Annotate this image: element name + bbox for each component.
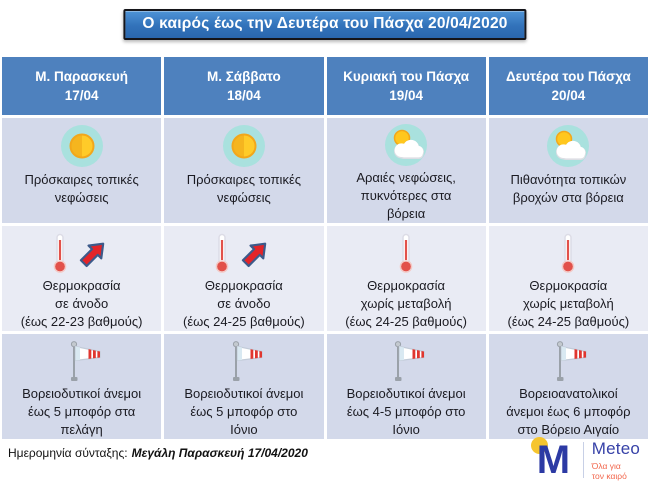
sky-text: Πρόσκαιρες τοπικές νεφώσεις xyxy=(24,172,139,205)
sun-icon xyxy=(60,123,103,169)
sky-cell: Πρόσκαιρες τοπικές νεφώσεις xyxy=(164,118,324,223)
column-header-easter-sunday: Κυριακή του Πάσχα 19/04 xyxy=(326,57,486,115)
column-header-friday: Μ. Παρασκευή 17/04 xyxy=(2,57,162,115)
windsock-icon xyxy=(384,339,428,383)
column-date: 18/04 xyxy=(226,87,261,103)
issue-date-label: Ημερομηνία σύνταξης: xyxy=(8,446,128,460)
thermometer-icon xyxy=(399,233,413,274)
sky-cell: Πρόσκαιρες τοπικές νεφώσεις xyxy=(2,118,162,223)
temperature-text: Θερμοκρασία σε άνοδο (έως 22-23 βαθμούς) xyxy=(20,278,143,330)
sun-cloud-icon xyxy=(385,123,428,167)
column-day: Δευτέρα του Πάσχα xyxy=(505,68,631,84)
column-date: 17/04 xyxy=(64,87,99,103)
logo-m-icon: M xyxy=(536,438,570,482)
temperature-text: Θερμοκρασία σε άνοδο (έως 24-25 βαθμούς) xyxy=(183,278,305,330)
rising-arrow-icon xyxy=(238,236,273,271)
column-header-easter-monday: Δευτέρα του Πάσχα 20/04 xyxy=(488,57,648,115)
column-day: Μ. Σάββατο xyxy=(206,68,281,84)
wind-text: Βορειοανατολικοί άνεμοι έως 6 μποφόρ στο… xyxy=(506,386,631,438)
temperature-cell: Θερμοκρασία χωρίς μεταβολή (έως 24-25 βα… xyxy=(488,226,648,331)
sky-text: Πιθανότητα τοπικών βροχών στα βόρεια xyxy=(510,172,627,205)
sun-cloud-icon xyxy=(547,123,590,169)
issue-date-value: Μεγάλη Παρασκευή 17/04/2020 xyxy=(131,446,308,460)
meteo-logo: M Meteo Όλα για τον καιρό xyxy=(529,437,640,483)
column-date: 20/04 xyxy=(551,87,586,103)
sky-text: Πρόσκαιρες τοπικές νεφώσεις xyxy=(186,172,301,205)
windsock-icon xyxy=(546,339,590,383)
wind-text: Βορειοδυτικοί άνεμοι έως 5 μποφόρ στο Ιό… xyxy=(184,386,304,438)
temperature-cell: Θερμοκρασία σε άνοδο (έως 22-23 βαθμούς) xyxy=(2,226,162,331)
temperature-cell: Θερμοκρασία σε άνοδο (έως 24-25 βαθμούς) xyxy=(164,226,324,331)
page-title: Ο καιρός έως την Δευτέρα του Πάσχα 20/04… xyxy=(123,9,527,40)
wind-cell: Βορειοδυτικοί άνεμοι έως 5 μποφόρ στα πε… xyxy=(2,334,162,439)
column-header-saturday: Μ. Σάββατο 18/04 xyxy=(164,57,324,115)
temperature-text: Θερμοκρασία χωρίς μεταβολή (έως 24-25 βα… xyxy=(345,278,467,330)
sky-cell: Αραιές νεφώσεις, πυκνότερες στα βόρεια xyxy=(326,118,486,223)
temperature-cell: Θερμοκρασία χωρίς μεταβολή (έως 24-25 βα… xyxy=(326,226,486,331)
wind-text: Βορειοδυτικοί άνεμοι έως 5 μποφόρ στα πε… xyxy=(22,386,142,438)
column-date: 19/04 xyxy=(389,87,424,103)
issue-date-note: Ημερομηνία σύνταξης: Μεγάλη Παρασκευή 17/… xyxy=(8,446,308,460)
column-day: Κυριακή του Πάσχα xyxy=(343,68,470,84)
column-day: Μ. Παρασκευή xyxy=(35,68,128,84)
sky-text: Αραιές νεφώσεις, πυκνότερες στα βόρεια xyxy=(356,170,456,222)
wind-text: Βορειοδυτικοί άνεμοι έως 4-5 μποφόρ στο … xyxy=(346,386,466,438)
rising-arrow-icon xyxy=(75,236,111,271)
logo-sun-icon xyxy=(530,437,548,454)
wind-cell: Βορειοδυτικοί άνεμοι έως 4-5 μποφόρ στο … xyxy=(326,334,486,439)
logo-brand-text: Meteo xyxy=(591,438,640,458)
logo-tagline-text: Όλα για τον καιρό xyxy=(591,460,627,481)
sun-icon xyxy=(222,123,265,169)
sky-cell: Πιθανότητα τοπικών βροχών στα βόρεια xyxy=(488,118,648,223)
thermometer-icon xyxy=(561,233,576,274)
logo-divider xyxy=(582,442,584,478)
thermometer-icon xyxy=(52,233,67,274)
thermometer-icon xyxy=(215,233,229,274)
temperature-text: Θερμοκρασία χωρίς μεταβολή (έως 24-25 βα… xyxy=(507,278,630,330)
wind-cell: Βορειοδυτικοί άνεμοι έως 5 μποφόρ στο Ιό… xyxy=(164,334,324,439)
wind-cell: Βορειοανατολικοί άνεμοι έως 6 μποφόρ στο… xyxy=(488,334,648,439)
windsock-icon xyxy=(60,339,104,383)
forecast-table: Μ. Παρασκευή 17/04 Μ. Σάββατο 18/04 Κυρι… xyxy=(2,57,648,439)
windsock-icon xyxy=(222,339,266,383)
